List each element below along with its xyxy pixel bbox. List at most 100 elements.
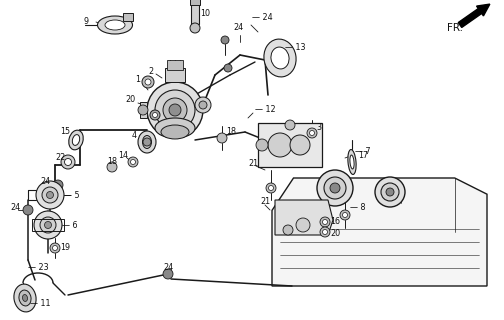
Circle shape <box>61 155 75 169</box>
Text: 9: 9 <box>84 18 89 27</box>
Circle shape <box>163 98 187 122</box>
Text: FR.: FR. <box>447 23 463 33</box>
Circle shape <box>53 180 63 190</box>
Circle shape <box>145 79 151 85</box>
Polygon shape <box>275 200 333 235</box>
Text: — 7: — 7 <box>355 148 370 156</box>
Circle shape <box>324 177 346 199</box>
Circle shape <box>142 76 154 88</box>
Text: 21: 21 <box>260 197 270 206</box>
Circle shape <box>153 113 157 117</box>
Ellipse shape <box>73 135 80 145</box>
Circle shape <box>195 97 211 113</box>
Ellipse shape <box>271 47 289 69</box>
Circle shape <box>323 229 328 235</box>
Circle shape <box>190 23 200 33</box>
Circle shape <box>323 220 328 225</box>
Circle shape <box>309 131 314 135</box>
Ellipse shape <box>14 284 36 312</box>
Ellipse shape <box>138 131 156 153</box>
FancyBboxPatch shape <box>190 0 200 5</box>
Circle shape <box>268 133 292 157</box>
Text: — 13: — 13 <box>285 43 305 52</box>
Circle shape <box>285 120 295 130</box>
Circle shape <box>150 110 160 120</box>
FancyBboxPatch shape <box>191 4 199 24</box>
Text: 20: 20 <box>330 229 340 238</box>
Text: 4: 4 <box>132 131 137 140</box>
Text: — 23: — 23 <box>28 263 48 273</box>
Text: — 6: — 6 <box>62 220 78 229</box>
Text: 3: 3 <box>316 123 321 132</box>
Circle shape <box>320 217 330 227</box>
Text: — 11: — 11 <box>30 299 50 308</box>
Circle shape <box>307 128 317 138</box>
FancyBboxPatch shape <box>167 60 183 70</box>
Ellipse shape <box>161 125 189 139</box>
Ellipse shape <box>69 130 83 150</box>
Circle shape <box>386 188 394 196</box>
Circle shape <box>340 210 350 220</box>
FancyBboxPatch shape <box>123 13 133 21</box>
Text: 22: 22 <box>55 154 65 163</box>
Circle shape <box>155 90 195 130</box>
Circle shape <box>163 269 173 279</box>
Circle shape <box>199 101 207 109</box>
FancyBboxPatch shape <box>258 123 322 167</box>
Ellipse shape <box>155 118 195 138</box>
Circle shape <box>221 36 229 44</box>
Circle shape <box>44 221 51 228</box>
Circle shape <box>46 191 53 198</box>
Circle shape <box>169 104 181 116</box>
Polygon shape <box>140 102 147 118</box>
Circle shape <box>42 187 58 203</box>
Circle shape <box>256 139 268 151</box>
Circle shape <box>343 212 347 218</box>
Circle shape <box>36 181 64 209</box>
Text: 24: 24 <box>233 23 243 33</box>
Circle shape <box>34 211 62 239</box>
Circle shape <box>23 205 33 215</box>
Text: 20: 20 <box>125 95 135 105</box>
Text: 18: 18 <box>107 157 117 166</box>
Text: 19: 19 <box>60 244 70 252</box>
Text: 14: 14 <box>118 150 128 159</box>
Ellipse shape <box>348 149 356 174</box>
Text: 15: 15 <box>60 127 70 137</box>
Ellipse shape <box>143 135 152 148</box>
Text: — 8: — 8 <box>350 204 365 212</box>
Circle shape <box>107 162 117 172</box>
Circle shape <box>269 186 274 190</box>
Circle shape <box>40 217 56 233</box>
Circle shape <box>320 227 330 237</box>
Circle shape <box>290 135 310 155</box>
Circle shape <box>128 157 138 167</box>
Circle shape <box>52 245 57 251</box>
Circle shape <box>224 64 232 72</box>
Circle shape <box>138 105 148 115</box>
Circle shape <box>375 177 405 207</box>
Text: 16: 16 <box>330 218 340 227</box>
Circle shape <box>217 133 227 143</box>
Text: 2: 2 <box>148 68 153 76</box>
Circle shape <box>65 158 72 165</box>
Circle shape <box>147 82 203 138</box>
Text: 18: 18 <box>226 127 236 137</box>
Circle shape <box>143 138 151 146</box>
Ellipse shape <box>23 294 28 301</box>
Text: 1: 1 <box>135 76 140 84</box>
Text: 24: 24 <box>40 178 50 187</box>
Text: — 5: — 5 <box>64 190 80 199</box>
Circle shape <box>317 170 353 206</box>
Text: — 24: — 24 <box>252 12 273 21</box>
Circle shape <box>381 183 399 201</box>
Circle shape <box>131 159 136 164</box>
Ellipse shape <box>350 155 354 169</box>
Circle shape <box>266 183 276 193</box>
Text: 17: 17 <box>358 151 368 161</box>
Circle shape <box>296 218 310 232</box>
Circle shape <box>50 243 60 253</box>
Text: 10: 10 <box>200 9 210 18</box>
Ellipse shape <box>105 20 125 30</box>
Ellipse shape <box>97 16 133 34</box>
